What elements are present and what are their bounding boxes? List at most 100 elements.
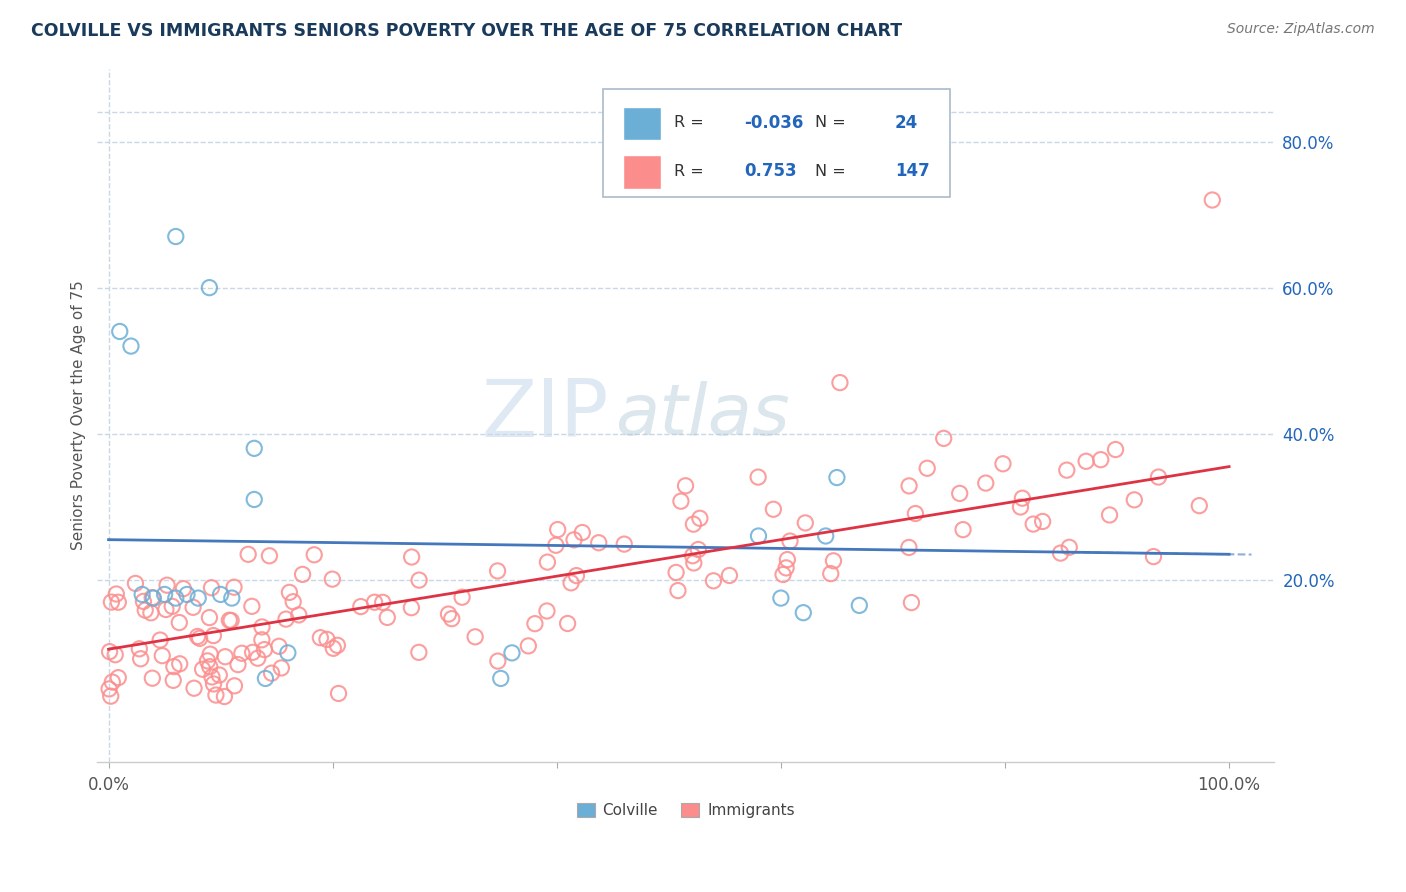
Point (188, 632, 211, 646)
Point (160, 599, 183, 614)
Point (401, 549, 423, 564)
Point (98, 645, 121, 659)
Point (259, 549, 281, 563)
Text: R =: R = (673, 115, 709, 130)
Point (328, 686, 350, 700)
Point (544, 538, 567, 552)
Point (129, 652, 152, 666)
Point (408, 645, 430, 659)
Point (100, 595, 122, 609)
Point (322, 641, 344, 656)
Text: N =: N = (815, 115, 851, 130)
Point (131, 587, 153, 601)
Point (932, 431, 955, 445)
Point (375, 610, 398, 624)
Point (828, 376, 851, 390)
Point (101, 675, 124, 690)
Point (437, 607, 460, 621)
Y-axis label: Seniors Poverty Over the Age of 75: Seniors Poverty Over the Age of 75 (72, 281, 86, 550)
Point (779, 534, 801, 549)
Point (562, 533, 585, 547)
Point (1142, 549, 1164, 564)
Point (242, 645, 264, 659)
Point (107, 595, 129, 609)
Point (952, 523, 974, 537)
Point (260, 666, 283, 681)
Point (124, 576, 146, 591)
Point (98, 681, 121, 696)
Point (277, 646, 299, 660)
Point (1010, 500, 1032, 514)
Point (501, 646, 523, 660)
Text: 0.753: 0.753 (744, 162, 797, 180)
Point (231, 646, 253, 660)
Point (169, 615, 191, 630)
Point (814, 529, 837, 543)
Point (848, 599, 870, 613)
Point (198, 647, 221, 661)
Point (820, 566, 842, 581)
Point (202, 629, 225, 643)
Point (371, 595, 394, 609)
Point (557, 616, 579, 631)
Point (1090, 452, 1112, 467)
Point (156, 578, 179, 592)
Point (682, 549, 704, 563)
Point (440, 612, 463, 626)
Text: N =: N = (815, 164, 851, 178)
Point (747, 470, 769, 484)
Point (142, 591, 165, 606)
Point (900, 596, 922, 610)
Point (547, 523, 569, 537)
FancyBboxPatch shape (603, 89, 950, 197)
Point (104, 648, 127, 662)
Point (613, 537, 636, 551)
Point (108, 325, 131, 339)
Point (675, 479, 697, 493)
Point (270, 661, 292, 675)
Point (665, 566, 688, 580)
Point (776, 552, 799, 566)
Point (267, 640, 290, 654)
Point (288, 607, 311, 622)
Point (775, 561, 797, 575)
Point (165, 229, 187, 244)
Point (688, 542, 710, 557)
Point (825, 470, 848, 484)
Point (181, 600, 204, 615)
Point (1147, 470, 1170, 484)
Text: COLVILLE VS IMMIGRANTS SENIORS POVERTY OVER THE AGE OF 75 CORRELATION CHART: COLVILLE VS IMMIGRANTS SENIORS POVERTY O… (31, 22, 903, 40)
Point (183, 681, 205, 696)
Point (682, 556, 704, 570)
Point (682, 517, 704, 532)
Point (254, 672, 277, 686)
Point (243, 442, 266, 456)
Point (1123, 492, 1146, 507)
Point (250, 620, 273, 634)
Point (794, 516, 817, 530)
Point (198, 280, 221, 294)
Point (669, 494, 692, 508)
Point (246, 651, 269, 665)
Text: 24: 24 (896, 114, 918, 132)
Point (1074, 454, 1097, 468)
Point (1201, 193, 1223, 207)
Point (363, 595, 385, 609)
Point (974, 476, 997, 491)
Legend: Colville, Immigrants: Colville, Immigrants (571, 797, 801, 824)
Point (792, 606, 814, 620)
Point (224, 679, 246, 693)
Point (536, 604, 558, 618)
Point (128, 641, 150, 656)
Point (153, 587, 176, 601)
Point (209, 587, 232, 601)
Point (689, 511, 711, 525)
Point (291, 567, 314, 582)
Point (214, 690, 236, 704)
Point (408, 573, 430, 587)
Point (214, 649, 236, 664)
Point (187, 630, 209, 644)
Point (240, 599, 263, 614)
Text: 147: 147 (896, 162, 929, 180)
Point (107, 671, 129, 685)
